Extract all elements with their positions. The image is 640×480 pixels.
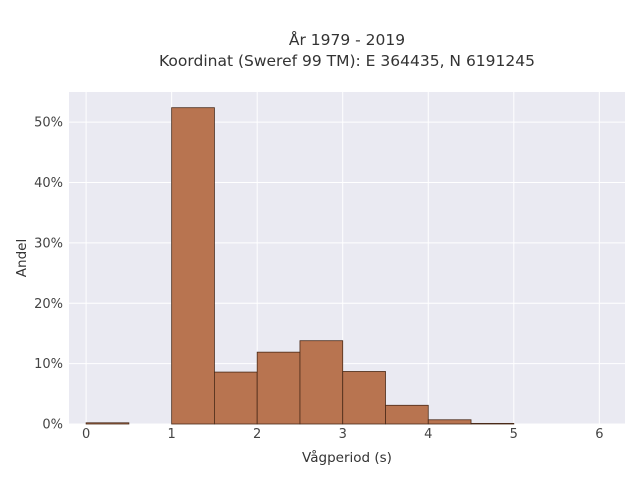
x-axis-label: Vågperiod (s): [302, 449, 392, 466]
y-tick-label: 0%: [42, 418, 63, 433]
x-tick-label: 6: [595, 427, 603, 442]
y-tick-label: 40%: [34, 176, 63, 191]
plot-area: [69, 92, 625, 424]
y-tick-label: 10%: [34, 357, 63, 372]
histogram-bar: [342, 371, 386, 425]
histogram-bar: [256, 351, 301, 425]
chart-title-line-2: Koordinat (Sweref 99 TM): E 364435, N 61…: [159, 52, 535, 70]
histogram-bar: [427, 419, 472, 425]
x-tick-label: 5: [510, 427, 518, 442]
y-tick-label: 30%: [34, 236, 63, 251]
x-tick-label: 0: [82, 427, 90, 442]
x-axis-ticks: 0 1 2 3 4 5 6: [82, 427, 604, 442]
histogram-bar: [85, 422, 130, 425]
histogram-bar: [214, 371, 258, 425]
y-axis-label: Andel: [14, 239, 30, 277]
x-tick-label: 2: [253, 427, 261, 442]
x-tick-label: 4: [424, 427, 432, 442]
x-tick-label: 1: [168, 427, 176, 442]
y-axis-ticks: 0% 10% 20% 30% 40% 50%: [34, 116, 63, 433]
histogram-bars: [85, 107, 515, 425]
x-tick-label: 3: [339, 427, 347, 442]
histogram-bar: [470, 422, 515, 425]
y-tick-label: 50%: [34, 116, 63, 131]
histogram-bar: [299, 340, 344, 425]
histogram-bar: [171, 107, 215, 425]
y-tick-label: 20%: [34, 297, 63, 312]
histogram-bar: [385, 404, 429, 425]
chart-title-line-1: År 1979 - 2019: [289, 30, 405, 49]
